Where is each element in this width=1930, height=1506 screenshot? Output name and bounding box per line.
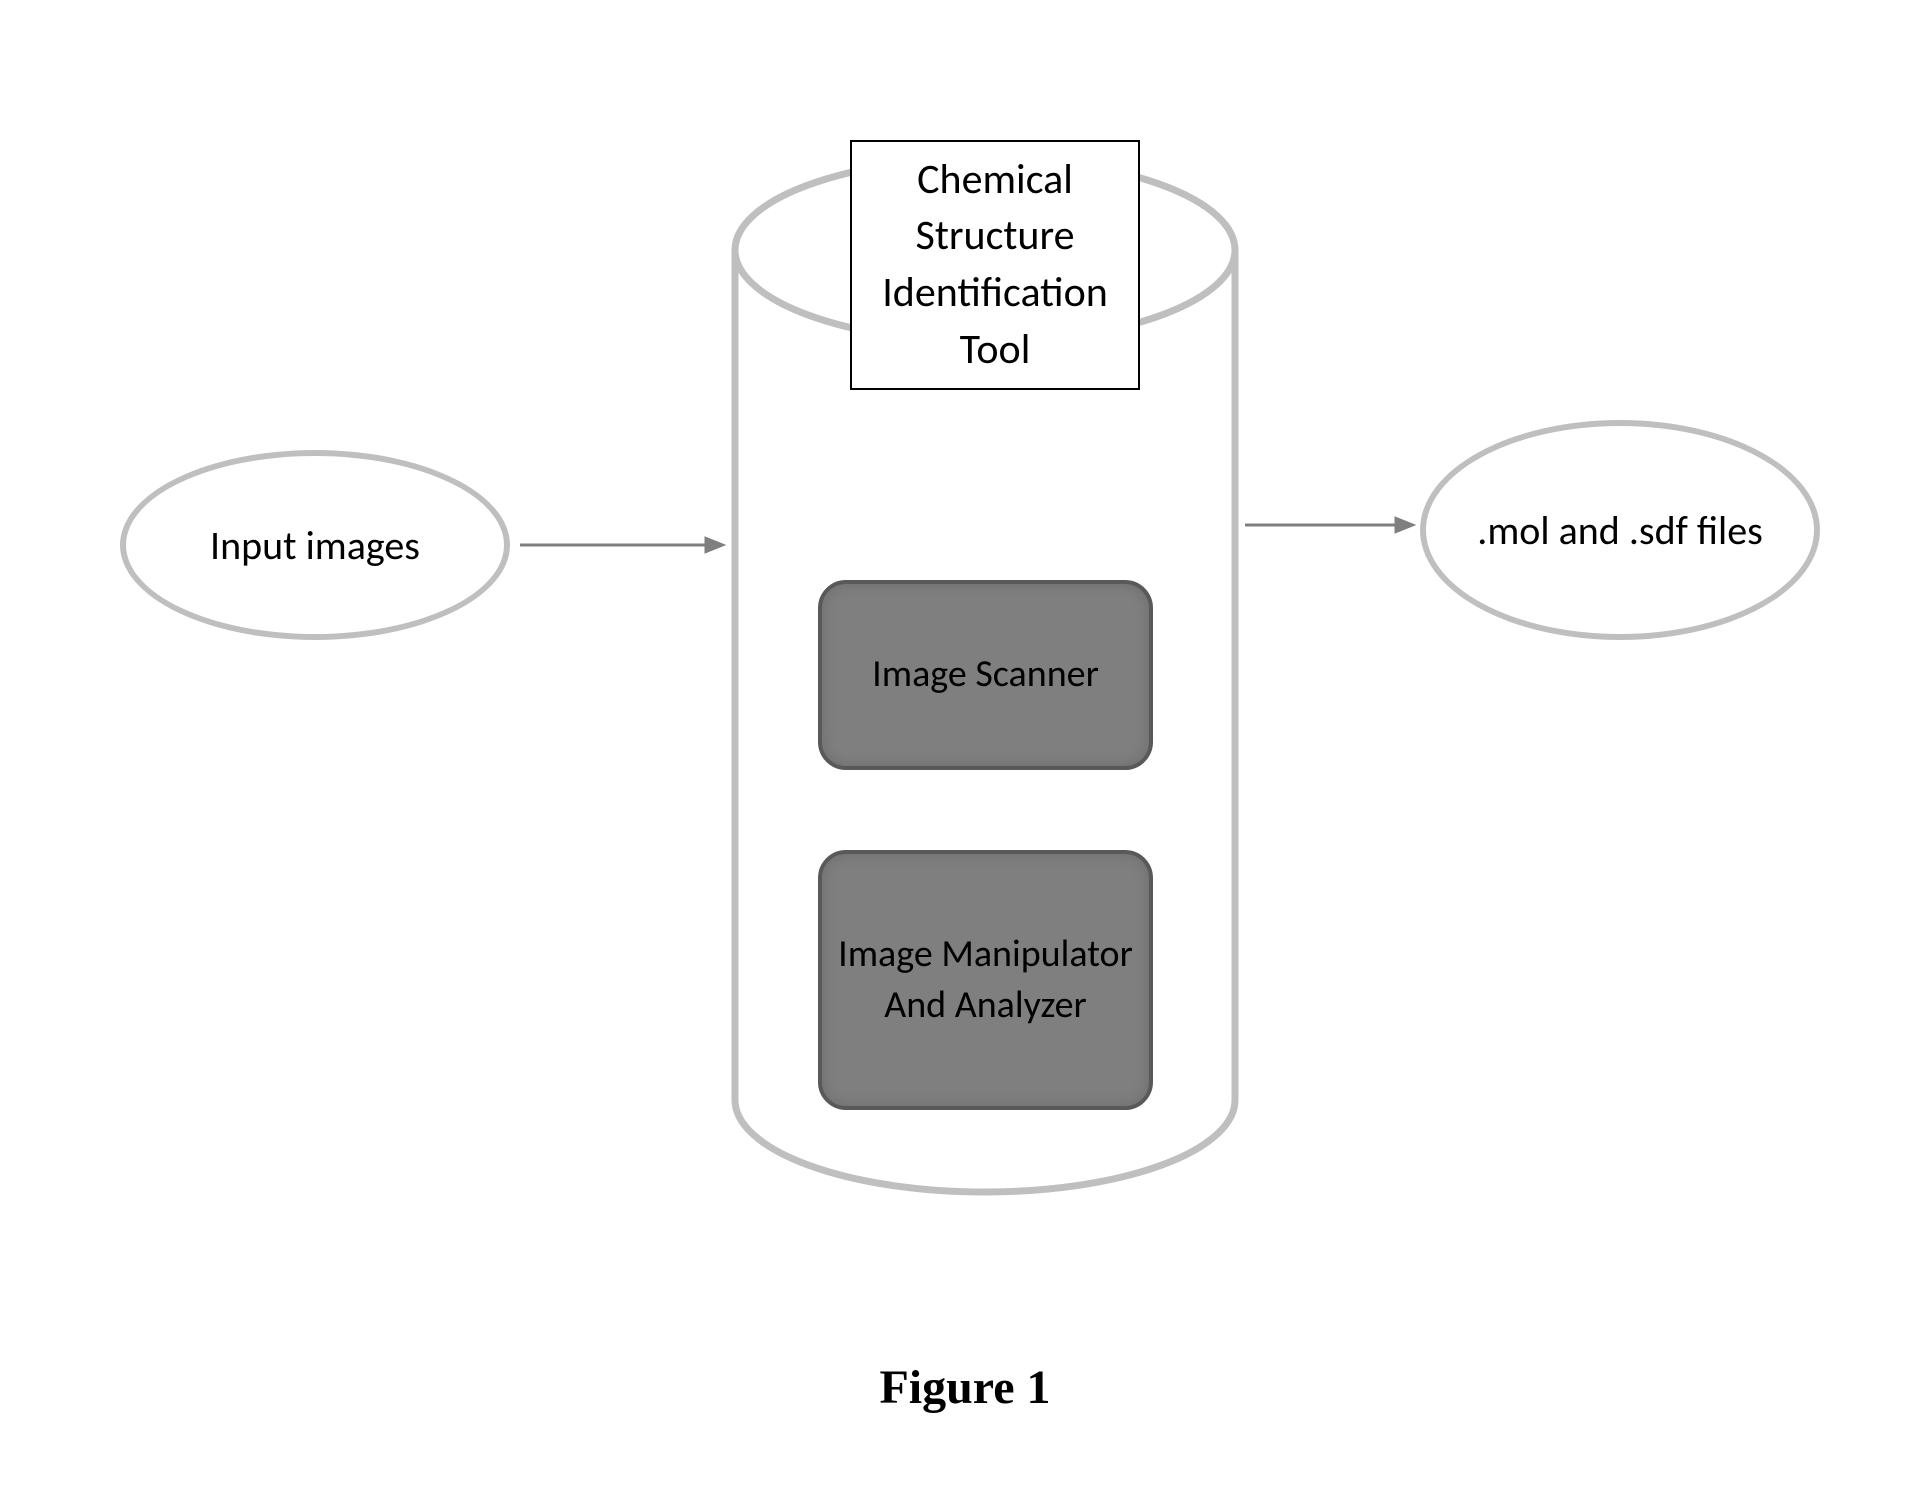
- tool-title-label: Chemical Structure Identification Tool: [852, 152, 1138, 379]
- scanner-label: Image Scanner: [872, 649, 1099, 700]
- analyzer-module: Image Manipulator And Analyzer: [818, 850, 1153, 1110]
- arrow-tool-to-output: [1245, 505, 1420, 545]
- figure-caption: Figure 1: [0, 1360, 1930, 1415]
- input-label: Input images: [210, 521, 420, 570]
- tool-title-box: Chemical Structure Identification Tool: [850, 140, 1140, 390]
- tool-cylinder: Chemical Structure Identification Tool I…: [730, 150, 1240, 1200]
- output-label: .mol and .sdf files: [1477, 506, 1763, 555]
- scanner-module: Image Scanner: [818, 580, 1153, 770]
- output-node: .mol and .sdf files: [1420, 420, 1820, 640]
- analyzer-label: Image Manipulator And Analyzer: [822, 929, 1149, 1032]
- input-node: Input images: [120, 450, 510, 640]
- arrow-input-to-tool: [520, 525, 730, 565]
- diagram-canvas: Input images Chemical Structure Identifi…: [0, 0, 1930, 1506]
- figure-caption-label: Figure 1: [879, 1361, 1050, 1414]
